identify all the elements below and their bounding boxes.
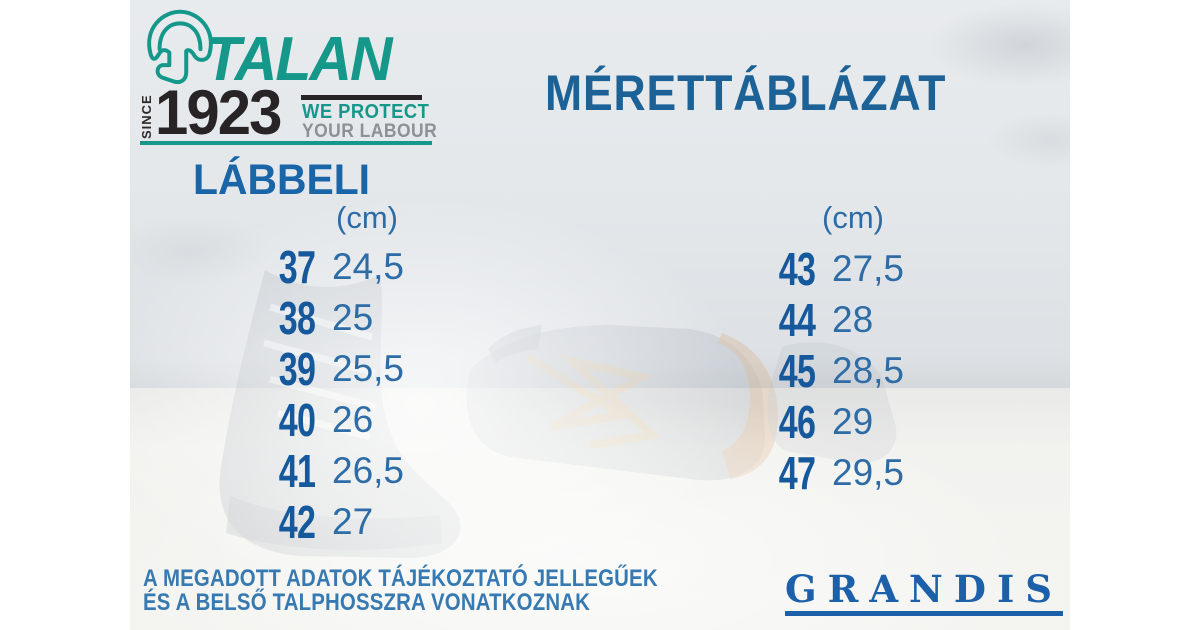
size-cm: 29,5 bbox=[832, 452, 905, 493]
background-photo bbox=[130, 0, 1070, 630]
size-row: 46 29 bbox=[765, 396, 904, 447]
size-eu: 42 bbox=[278, 495, 316, 548]
size-eu: 38 bbox=[278, 291, 316, 344]
brand-name: TALAN bbox=[205, 25, 393, 94]
unit-label-left: (cm) bbox=[336, 200, 398, 235]
size-cm: 28 bbox=[832, 299, 874, 340]
logo-underline bbox=[140, 141, 432, 145]
brand-year: 1923 bbox=[155, 78, 282, 148]
size-row: 45 28,5 bbox=[765, 345, 904, 396]
grandis-logo: GRANDIS bbox=[785, 571, 1063, 616]
size-eu: 39 bbox=[278, 342, 316, 395]
size-row: 47 29,5 bbox=[765, 447, 904, 498]
size-eu: 46 bbox=[778, 395, 816, 448]
size-eu: 43 bbox=[778, 242, 816, 295]
size-cm: 26 bbox=[332, 399, 374, 440]
size-eu: 47 bbox=[778, 446, 816, 499]
tagline-line2: YOUR LABOUR bbox=[302, 121, 438, 142]
disclaimer-line1: A MEGADOTT ADATOK TÁJÉKOZTATÓ JELLEGŰEK bbox=[143, 565, 658, 592]
unit-label-right: (cm) bbox=[822, 200, 884, 235]
tagline-rule bbox=[301, 95, 422, 100]
size-row: 40 26 bbox=[265, 394, 404, 445]
size-cm: 25 bbox=[332, 297, 374, 338]
since-label: SINCE bbox=[139, 94, 154, 140]
size-table-right-column: 43 27,5 44 28 45 28,5 46 29 47 29,5 bbox=[765, 243, 904, 498]
disclaimer-line2: ÉS A BELSŐ TALPHOSSZRA VONATKOZNAK bbox=[143, 589, 591, 616]
white-fade-overlay bbox=[130, 0, 1070, 630]
page-title: MÉRETTÁBLÁZAT bbox=[545, 65, 947, 121]
size-row: 39 25,5 bbox=[265, 343, 404, 394]
disclaimer-note: A MEGADOTT ADATOK TÁJÉKOZTATÓ JELLEGŰEK … bbox=[143, 567, 658, 615]
size-eu: 40 bbox=[278, 393, 316, 446]
size-row: 43 27,5 bbox=[765, 243, 904, 294]
mushroom-icon bbox=[147, 9, 213, 85]
size-cm: 29 bbox=[832, 401, 874, 442]
section-label-footwear: LÁBBELI bbox=[193, 156, 371, 204]
size-cm: 27 bbox=[332, 501, 374, 542]
size-cm: 25,5 bbox=[332, 348, 405, 389]
size-eu: 41 bbox=[278, 444, 316, 497]
size-row: 37 24,5 bbox=[265, 241, 404, 292]
size-row: 41 26,5 bbox=[265, 445, 404, 496]
size-table-left-column: 37 24,5 38 25 39 25,5 40 26 41 26,5 42 2… bbox=[265, 241, 404, 547]
size-eu: 44 bbox=[778, 293, 816, 346]
size-eu: 45 bbox=[778, 344, 816, 397]
size-cm: 26,5 bbox=[332, 450, 405, 491]
size-cm: 28,5 bbox=[832, 350, 905, 391]
grandis-wordmark: GRANDIS bbox=[785, 567, 1063, 611]
size-row: 44 28 bbox=[765, 294, 904, 345]
size-cm: 27,5 bbox=[832, 248, 905, 289]
tagline-line1: WE PROTECT bbox=[302, 101, 430, 123]
size-row: 38 25 bbox=[265, 292, 404, 343]
size-row: 42 27 bbox=[265, 496, 404, 547]
size-cm: 24,5 bbox=[332, 246, 405, 287]
size-eu: 37 bbox=[278, 240, 316, 293]
